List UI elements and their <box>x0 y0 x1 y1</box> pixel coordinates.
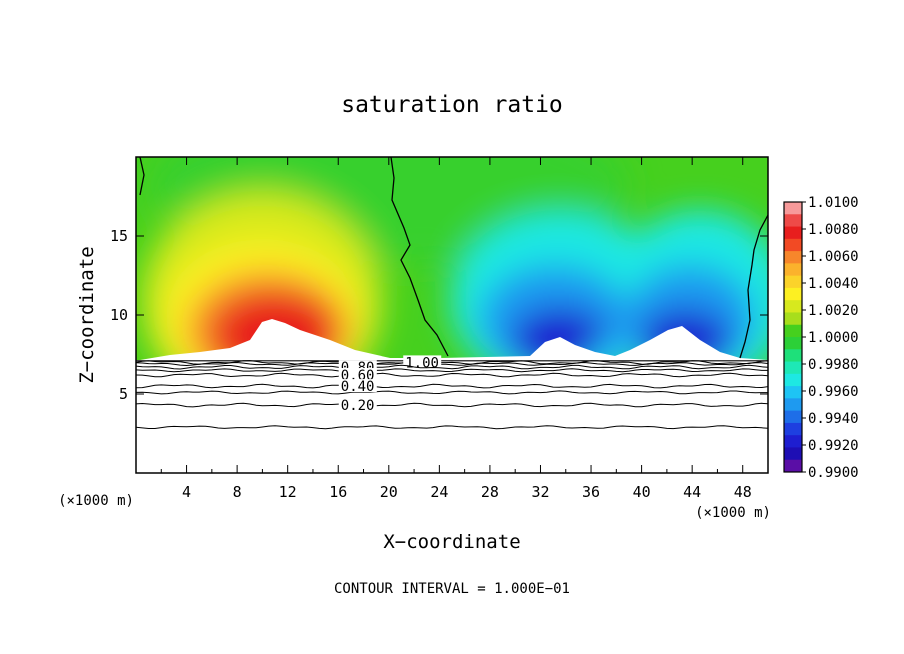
colorbar-swatch <box>784 422 802 436</box>
y-tick-label: 10 <box>110 306 128 324</box>
y-tick-label: 15 <box>110 227 128 245</box>
colorbar-swatch <box>784 435 802 448</box>
saturation-field <box>136 157 768 360</box>
colorbar-swatch <box>784 349 802 363</box>
colorbar-label: 1.0080 <box>808 222 859 238</box>
contour-label-bg <box>338 379 377 393</box>
colorbar-swatch <box>784 251 802 264</box>
x-unit-left: (×1000 m) <box>58 493 134 509</box>
colorbar-swatch <box>784 447 802 461</box>
colorbar-label: 1.0000 <box>808 330 859 346</box>
x-tick-label: 12 <box>279 483 297 501</box>
colorbar-swatch <box>784 214 802 228</box>
colorbar-swatch <box>784 459 802 473</box>
x-tick-label: 28 <box>481 483 499 501</box>
contour-label-bg <box>338 368 377 382</box>
x-axis-label: X−coordinate <box>383 531 520 553</box>
contour-line <box>136 361 768 367</box>
x-tick-label: 36 <box>582 483 600 501</box>
x-tick-label: 44 <box>683 483 701 501</box>
colorbar-swatch <box>784 312 802 326</box>
cloud-base-mask <box>140 319 768 360</box>
colorbar-label: 0.9920 <box>808 438 859 454</box>
colorbar-swatch <box>784 398 802 412</box>
contour-line <box>136 425 768 430</box>
y-tick-label: 5 <box>119 385 128 403</box>
x-tick-label: 20 <box>380 483 398 501</box>
colorbar-swatch <box>784 361 802 375</box>
colorbar-label: 1.0060 <box>808 249 859 265</box>
contour-line <box>136 359 768 365</box>
contour-line <box>136 364 768 370</box>
x-tick-label: 40 <box>633 483 651 501</box>
plot-area: 1.000.800.600.400.20 <box>136 157 768 473</box>
colorbar-swatch <box>784 386 802 399</box>
contour-line <box>136 383 768 389</box>
x-tick-label: 32 <box>531 483 549 501</box>
colorbar-label: 0.9940 <box>808 411 859 427</box>
y-axis-label: Z−coordinate <box>76 246 98 383</box>
colorbar-swatch <box>784 324 802 338</box>
colorbar-swatch <box>784 275 802 289</box>
sat-one-boundary-left <box>139 157 145 196</box>
sat-one-boundary-right <box>739 214 768 359</box>
colorbar-swatch <box>784 287 802 301</box>
colorbar-swatch <box>784 300 802 313</box>
contour-line <box>136 402 768 408</box>
contour-interval-note: CONTOUR INTERVAL = 1.000E−01 <box>334 581 570 597</box>
x-tick-label: 48 <box>734 483 752 501</box>
colorbar-swatch <box>784 226 802 240</box>
colorbar-swatch <box>784 373 802 387</box>
contour-lines: 1.000.800.600.400.20 <box>136 355 768 430</box>
sat-one-boundary-middle <box>390 157 449 357</box>
contour-label: 0.20 <box>341 398 375 414</box>
colorbar-swatch <box>784 238 802 252</box>
x-tick-label: 8 <box>233 483 242 501</box>
chart-title: saturation ratio <box>341 92 563 118</box>
contour-line <box>136 368 768 373</box>
colorbar-label: 1.0100 <box>808 195 859 211</box>
contour-label: 1.00 <box>405 355 439 371</box>
x-unit-right: (×1000 m) <box>695 505 771 521</box>
contour-label: 0.40 <box>341 379 375 395</box>
colorbar-label: 0.9900 <box>808 465 859 481</box>
contour-label-bg <box>338 398 377 412</box>
x-tick-label: 16 <box>329 483 347 501</box>
colorbar-label: 0.9980 <box>808 357 859 373</box>
colorbar: 1.0100 1.0080 1.0060 1.0040 1.0020 1.0000 0.99… <box>783 195 859 481</box>
x-tick-label: 4 <box>182 483 191 501</box>
x-axis: 4 8 12 16 20 24 28 32 36 40 44 48 <box>160 157 752 501</box>
colorbar-swatch <box>784 202 802 215</box>
colorbar-label: 0.9960 <box>808 384 859 400</box>
colorbar-label: 1.0020 <box>808 303 859 319</box>
colorbar-swatch <box>784 410 802 424</box>
colorbar-swatch <box>784 337 802 350</box>
x-tick-label: 24 <box>430 483 448 501</box>
contour-line <box>136 372 768 378</box>
contour-label-bg <box>403 355 442 369</box>
contour-line <box>136 390 768 395</box>
y-axis: 5 10 15 <box>110 227 768 403</box>
colorbar-swatch <box>784 263 802 277</box>
colorbar-label: 1.0040 <box>808 276 859 292</box>
